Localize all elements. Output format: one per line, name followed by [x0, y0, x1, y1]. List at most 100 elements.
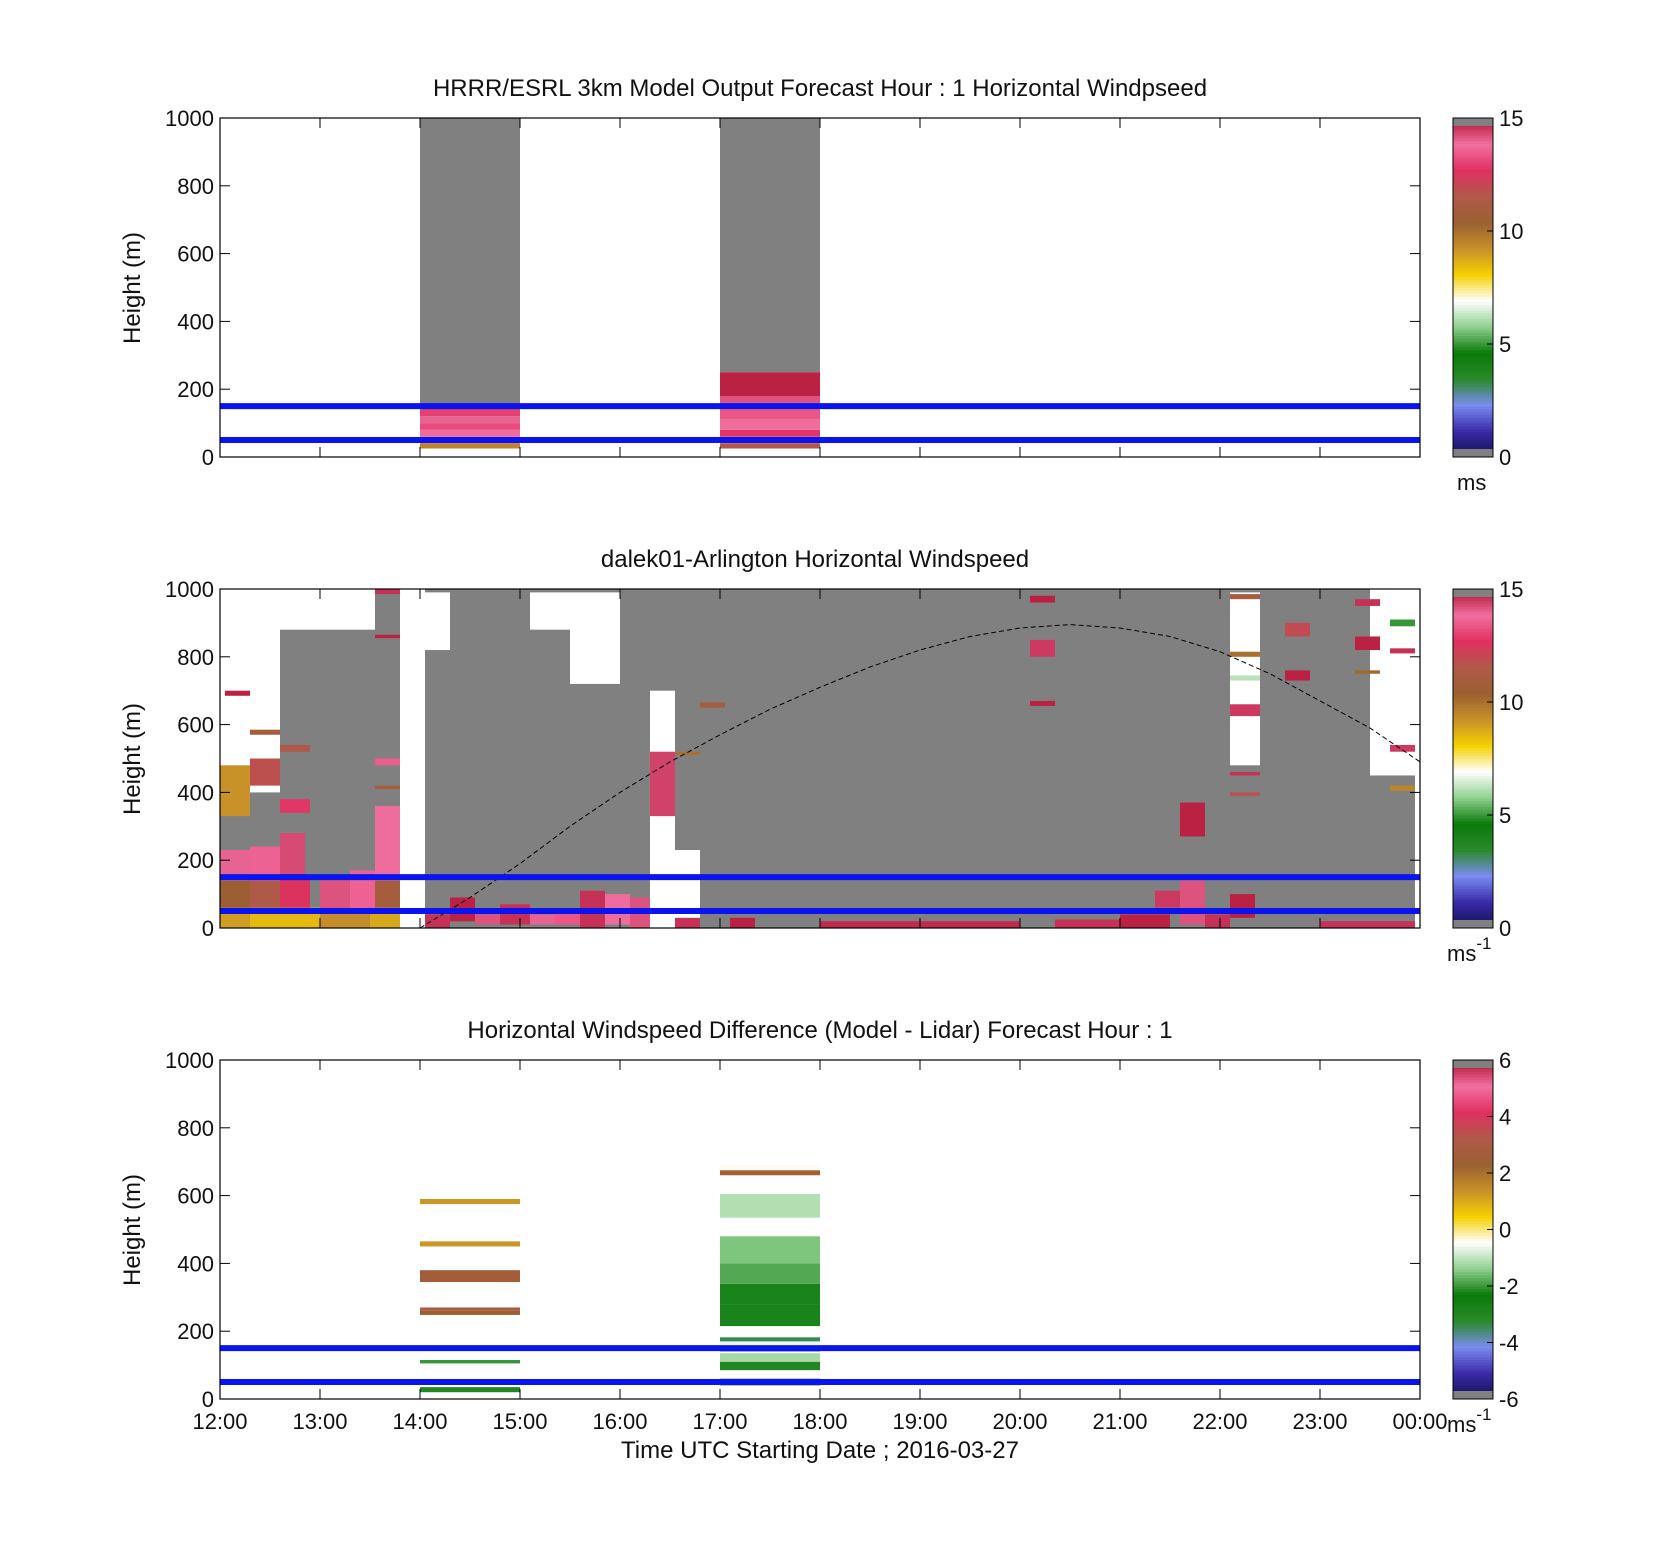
- colorbar-segment: [1453, 1153, 1493, 1157]
- colorbar-segment: [1453, 250, 1493, 255]
- heatmap-cell: [1230, 675, 1260, 681]
- heatmap-cell: [720, 1236, 820, 1264]
- colorbar-segment: [1453, 1302, 1493, 1307]
- colorbar-segment: [1453, 1311, 1493, 1315]
- colorbar-segment: [1453, 676, 1493, 680]
- colorbar-segment: [1453, 1147, 1493, 1151]
- colorbar-segment: [1453, 902, 1493, 906]
- x-tick-label: 20:00: [992, 1409, 1047, 1434]
- heatmap-cell: [375, 589, 400, 595]
- x-tick-label: 13:00: [292, 1409, 347, 1434]
- colorbar-segment: [1453, 233, 1493, 238]
- colorbar-segment: [1453, 1119, 1493, 1123]
- heatmap-cell: [720, 429, 820, 437]
- heatmap-cell: [375, 634, 400, 639]
- heatmap-cell: [250, 758, 280, 786]
- colorbar-segment: [1453, 168, 1493, 173]
- colorbar-segment: [1453, 1237, 1493, 1242]
- colorbar-segment: [1453, 614, 1493, 618]
- colorbar-segment: [1453, 860, 1493, 864]
- panel-model: HRRR/ESRL 3km Model Output Forecast Hour…: [119, 75, 1523, 495]
- colorbar-segment: [1453, 276, 1493, 280]
- heatmap-cell: [420, 1198, 520, 1205]
- heatmap-cell: [250, 729, 280, 735]
- heatmap-cell: [720, 372, 820, 396]
- colorbar-segment: [1453, 826, 1493, 830]
- colorbar-segment: [1453, 1209, 1493, 1214]
- colorbar-segment: [1453, 854, 1493, 858]
- colorbar-segment: [1453, 1091, 1493, 1095]
- boundary-layer-curve: [419, 624, 1420, 928]
- colorbar-segment: [1453, 1334, 1493, 1338]
- colorbar-segment: [1453, 1144, 1493, 1149]
- colorbar-segment: [1453, 151, 1493, 156]
- colorbar-segment: [1453, 778, 1493, 782]
- colorbar-segment: [1453, 1082, 1493, 1086]
- colorbar-segment: [1453, 642, 1493, 646]
- colorbar-segment: [1453, 1195, 1493, 1199]
- colorbar-tick-label: 10: [1499, 219, 1523, 244]
- colorbar-tick-label: 15: [1499, 577, 1523, 602]
- colorbar-segment: [1453, 216, 1493, 221]
- heatmap-cell: [420, 429, 520, 437]
- colorbar-segment: [1453, 1068, 1493, 1072]
- plot-area: [220, 1165, 1420, 1393]
- colorbar-segment: [1453, 194, 1493, 198]
- heatmap-cell: [720, 1337, 820, 1342]
- colorbar-segment: [1453, 812, 1493, 816]
- heatmap-cell: [720, 1170, 820, 1176]
- colorbar-segment: [1453, 338, 1493, 342]
- colorbar-segment: [1453, 403, 1493, 407]
- y-tick-label: 0: [202, 445, 214, 470]
- colorbar-segment: [1453, 758, 1493, 762]
- colorbar-tick-label: 0: [1499, 445, 1511, 470]
- heatmap-cell: [420, 1310, 520, 1315]
- missing-data-gap: [400, 589, 425, 928]
- colorbar-segment: [1453, 352, 1493, 356]
- colorbar-segment: [1453, 1252, 1493, 1256]
- colorbar-segment: [1453, 380, 1493, 385]
- colorbar-segment: [1453, 1158, 1493, 1163]
- colorbar-segment: [1453, 386, 1493, 390]
- colorbar-segment: [1453, 1156, 1493, 1160]
- heatmap-cell: [375, 805, 400, 881]
- colorbar-segment: [1453, 157, 1493, 161]
- colorbar-segment: [1453, 600, 1493, 604]
- colorbar-tick-label: 6: [1499, 1048, 1511, 1073]
- colorbar-segment: [1453, 321, 1493, 325]
- x-tick-label: 18:00: [792, 1409, 847, 1434]
- colorbar-segment: [1453, 366, 1493, 370]
- heatmap-cell: [1030, 639, 1055, 657]
- colorbar-segment: [1453, 1167, 1493, 1171]
- colorbar-segment: [1453, 879, 1493, 884]
- colorbar-segment: [1453, 372, 1493, 376]
- colorbar-segment: [1453, 327, 1493, 331]
- colorbar-segment: [1453, 795, 1493, 799]
- colorbar-segment: [1453, 891, 1493, 895]
- colorbar-segment: [1453, 1175, 1493, 1180]
- colorbar-segment: [1453, 1110, 1493, 1115]
- colorbar-segment: [1453, 885, 1493, 889]
- heatmap-cell: [1230, 792, 1260, 796]
- colorbar-segment: [1453, 846, 1493, 850]
- colorbar-segment: [1453, 747, 1493, 751]
- colorbar-segment: [1453, 1294, 1493, 1298]
- x-axis: [219, 589, 1421, 928]
- colorbar-segment: [1453, 764, 1493, 768]
- colorbar-segment: [1453, 242, 1493, 246]
- colorbar-segment: [1453, 911, 1493, 915]
- colorbar-segment: [1453, 298, 1493, 303]
- colorbar-segment: [1453, 1243, 1493, 1247]
- colorbar-segment: [1453, 414, 1493, 418]
- heatmap-cell: [700, 702, 725, 708]
- colorbar-segment: [1453, 1286, 1493, 1290]
- colorbar-segment: [1453, 389, 1493, 393]
- colorbar-segment: [1453, 894, 1493, 898]
- panel-title: dalek01-Arlington Horizontal Windspeed: [601, 546, 1029, 573]
- colorbar-segment: [1453, 1122, 1493, 1126]
- colorbar-segment: [1453, 1079, 1493, 1084]
- colorbar-segment: [1453, 182, 1493, 187]
- heatmap-cell: [1230, 894, 1255, 918]
- colorbar-segment: [1453, 394, 1493, 399]
- colorbar-segment: [1453, 851, 1493, 856]
